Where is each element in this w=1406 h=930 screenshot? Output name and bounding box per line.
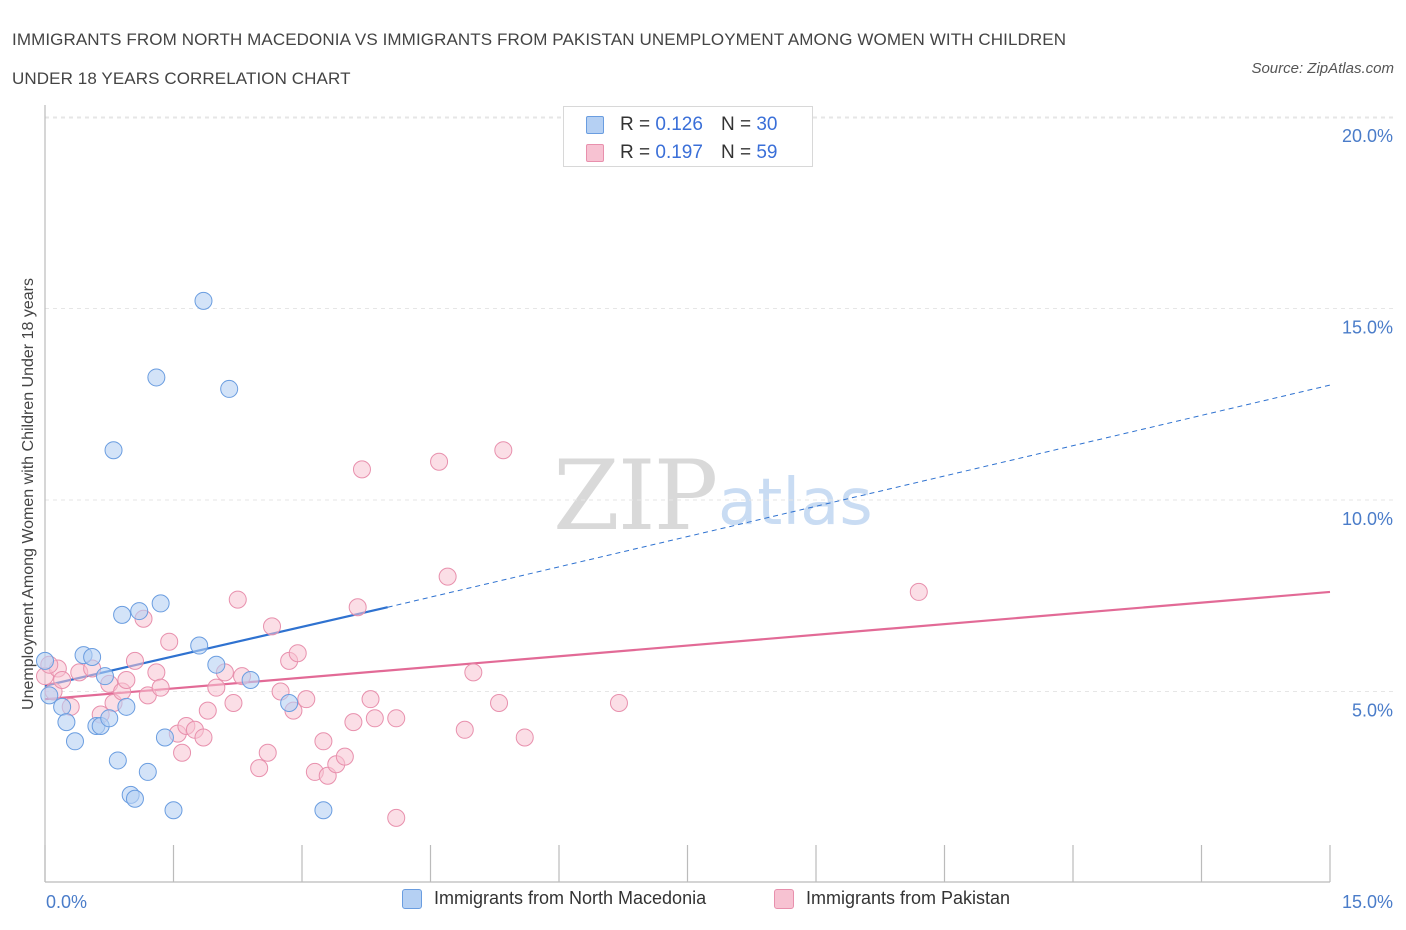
data-point-macedonia	[40, 686, 59, 705]
data-point-macedonia	[130, 602, 149, 621]
data-point-pakistan	[348, 598, 367, 617]
data-point-macedonia	[314, 801, 333, 820]
legend-swatch-blue	[586, 116, 604, 134]
chart-title-line1: IMMIGRANTS FROM NORTH MACEDONIA VS IMMIG…	[12, 30, 1067, 49]
data-point-macedonia	[117, 697, 136, 716]
data-point-macedonia	[190, 636, 209, 655]
data-point-pakistan	[909, 582, 928, 601]
data-point-macedonia	[95, 667, 114, 686]
series-legend-macedonia: Immigrants from North Macedonia	[402, 888, 706, 909]
data-point-macedonia	[207, 655, 226, 674]
data-point-pakistan	[361, 690, 380, 709]
x-tick-label: 0.0%	[46, 892, 87, 912]
data-point-macedonia	[57, 713, 76, 732]
axes	[44, 105, 1331, 883]
data-point-pakistan	[314, 732, 333, 751]
stats-legend: R = 0.126 N = 30 R = 0.197 N = 59	[563, 106, 813, 167]
data-point-pakistan	[455, 720, 474, 739]
data-point-pakistan	[387, 709, 406, 728]
legend-n-value: 59	[756, 142, 778, 163]
chart-title-line2: UNDER 18 YEARS CORRELATION CHART	[12, 69, 351, 88]
y-tick-label: 5.0%	[1352, 701, 1393, 721]
data-point-macedonia	[108, 751, 127, 770]
source-credit: Source: ZipAtlas.com	[1251, 60, 1394, 77]
data-point-macedonia	[220, 379, 239, 398]
data-point-pakistan	[125, 651, 144, 670]
data-point-pakistan	[263, 617, 282, 636]
data-point-pakistan	[207, 678, 226, 697]
data-point-pakistan	[194, 728, 213, 747]
data-point-pakistan	[53, 671, 72, 690]
series-swatch-pink	[774, 888, 794, 909]
data-point-macedonia	[36, 651, 54, 670]
data-point-pakistan	[147, 663, 166, 682]
data-point-macedonia	[65, 732, 84, 751]
legend-r-value: 0.126	[655, 114, 703, 135]
data-point-pakistan	[387, 808, 406, 827]
data-point-macedonia	[125, 789, 144, 808]
data-point-macedonia	[194, 291, 213, 310]
data-point-pakistan	[365, 709, 384, 728]
data-point-pakistan	[297, 690, 316, 709]
data-point-pakistan	[160, 632, 179, 651]
data-point-macedonia	[138, 762, 157, 781]
data-point-macedonia	[104, 441, 123, 460]
data-point-macedonia	[147, 368, 166, 387]
data-point-macedonia	[241, 671, 260, 690]
y-tick-label: 20.0%	[1342, 126, 1393, 146]
data-point-pakistan	[250, 759, 269, 778]
data-points	[36, 291, 928, 827]
data-point-pakistan	[438, 567, 457, 586]
y-tick-label: 10.0%	[1342, 509, 1393, 529]
data-point-pakistan	[151, 678, 170, 697]
data-point-pakistan	[430, 452, 449, 471]
data-point-macedonia	[151, 594, 170, 613]
data-point-pakistan	[288, 644, 307, 663]
watermark-zip: ZIP	[553, 440, 718, 552]
y-tick-label: 15.0%	[1342, 318, 1393, 338]
legend-row-macedonia: R = 0.126 N = 30	[586, 111, 777, 139]
series-legend-pakistan: Immigrants from Pakistan	[774, 888, 1010, 909]
data-point-pakistan	[258, 743, 277, 762]
data-point-pakistan	[173, 743, 192, 762]
data-point-macedonia	[164, 801, 183, 820]
legend-row-pakistan: R = 0.197 N = 59	[586, 139, 777, 167]
chart-title: IMMIGRANTS FROM NORTH MACEDONIA VS IMMIG…	[12, 20, 1212, 98]
data-point-pakistan	[117, 671, 136, 690]
x-tick-label: 15.0%	[1342, 892, 1393, 912]
data-point-pakistan	[335, 747, 354, 766]
data-point-macedonia	[155, 728, 174, 747]
legend-r-value: 0.197	[655, 142, 703, 163]
legend-n-label: N =	[720, 142, 752, 163]
data-point-macedonia	[53, 697, 72, 716]
data-point-pakistan	[515, 728, 534, 747]
series-swatch-blue	[402, 888, 422, 909]
data-point-pakistan	[224, 693, 243, 712]
data-point-pakistan	[464, 663, 483, 682]
grid-lines	[45, 116, 1395, 692]
legend-r-label: R =	[620, 114, 651, 135]
data-point-pakistan	[198, 701, 217, 720]
trend-line-macedonia-extension	[387, 384, 1331, 608]
data-point-pakistan	[609, 693, 628, 712]
legend-r-label: R =	[620, 142, 651, 163]
data-point-macedonia	[100, 709, 119, 728]
data-point-pakistan	[228, 590, 247, 609]
trend-lines	[44, 384, 1331, 701]
legend-n-value: 30	[756, 114, 778, 135]
data-point-macedonia	[113, 605, 132, 624]
data-point-pakistan	[344, 713, 363, 732]
series-label-pakistan: Immigrants from Pakistan	[806, 888, 1011, 908]
legend-swatch-pink	[586, 144, 604, 162]
data-point-pakistan	[352, 460, 371, 479]
legend-n-label: N =	[720, 114, 752, 135]
data-point-macedonia	[83, 648, 102, 667]
data-point-macedonia	[280, 693, 299, 712]
tick-labels: 5.0% 10.0% 15.0% 20.0% 0.0% 15.0%	[46, 126, 1393, 912]
y-axis-label: Unemployment Among Women with Children U…	[20, 278, 37, 710]
data-point-pakistan	[494, 441, 513, 460]
series-label-macedonia: Immigrants from North Macedonia	[434, 888, 707, 908]
data-point-pakistan	[490, 693, 509, 712]
watermark-atlas: atlas	[718, 466, 873, 540]
